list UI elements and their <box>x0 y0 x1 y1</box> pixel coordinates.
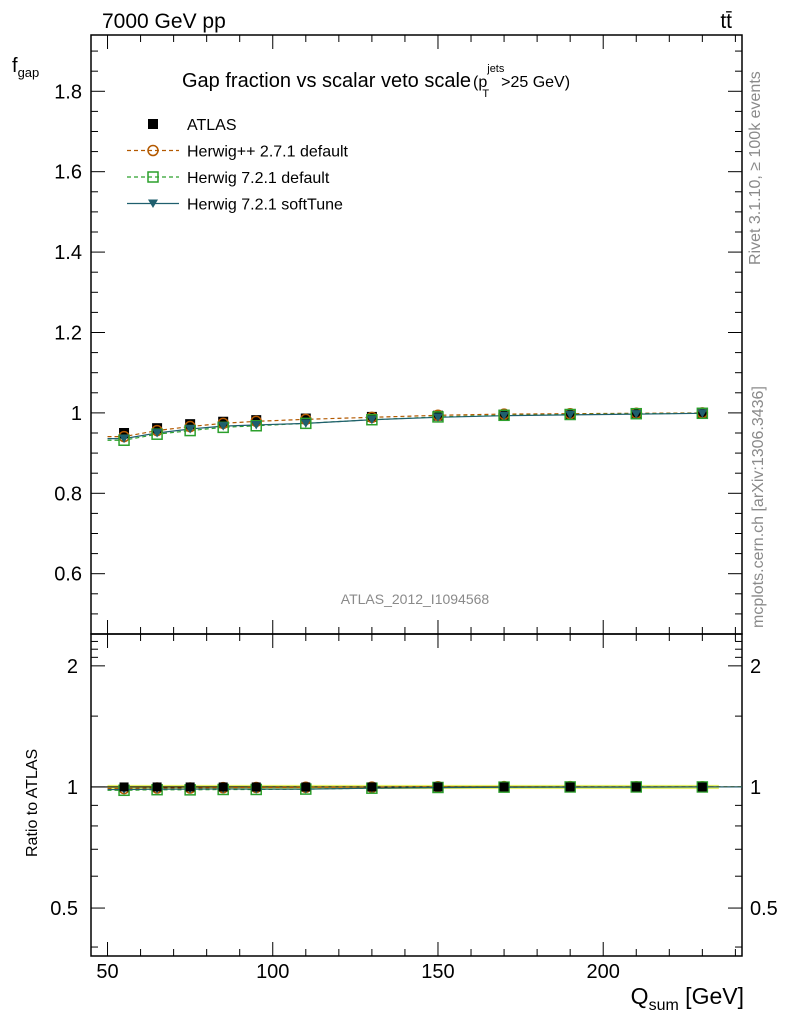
data-point-herwig-7-2-1-softtune <box>300 419 311 428</box>
data-point-herwig-7-2-1-softtune <box>432 413 443 422</box>
ratio-point-atlas <box>152 782 162 792</box>
ratio-line-herwig-7-2-1-softtune <box>107 786 742 791</box>
ratio-y-tick-label: 0.5 <box>50 898 78 920</box>
y-tick-label: 1.6 <box>54 162 82 184</box>
data-point-herwig-7-2-1-default <box>696 407 709 420</box>
data-point-herwig-7-2-1-default <box>630 407 643 420</box>
ratio-point-atlas <box>251 782 261 792</box>
ratio-y-axis-label: Ratio to ATLAS <box>24 749 41 857</box>
data-point-herwig-7-2-1-default <box>366 413 378 426</box>
ratio-y-tick-label-right: 2 <box>750 656 761 678</box>
legend-marker-atlas <box>148 119 158 129</box>
legend-label-herwig-7-2-1-default: Herwig 7.2.1 default <box>187 170 330 187</box>
data-point-atlas <box>152 423 163 434</box>
ratio-layer <box>91 780 742 797</box>
y-tick-label: 0.8 <box>54 483 82 505</box>
data-point-herwig-7-2-1-softtune <box>565 410 576 420</box>
series-line-herwig-7-2-1-default <box>107 412 703 441</box>
x-tick-label: 200 <box>587 961 620 983</box>
ratio-y-tick-label-right: 0.5 <box>750 898 778 920</box>
ratio-panel-frame <box>90 633 743 957</box>
legend-label-herwig-7-2-1-softtune: Herwig 7.2.1 softTune <box>187 197 343 214</box>
legend-marker-herwig-2-7-1-default <box>147 144 159 157</box>
x-tick-label: 100 <box>256 961 289 983</box>
y-tick-label: 1.2 <box>54 322 82 344</box>
data-point-herwig-7-2-1-default <box>250 420 262 432</box>
y-tick-label: 0.6 <box>54 564 82 586</box>
ratio-point-atlas <box>367 782 377 792</box>
legend: ATLAS Herwig++ 2.7.1 default Herwig 7.2.1 … <box>127 117 349 214</box>
legend-marker-herwig-7-2-1-softtune <box>148 199 158 208</box>
data-point-atlas <box>119 427 130 438</box>
y-tick-label: 1.8 <box>54 81 82 103</box>
x-tick-label: 50 <box>96 961 118 983</box>
process-label: tt̄ <box>720 10 732 33</box>
data-point-herwig-7-2-1-softtune <box>697 409 708 418</box>
y-tick-label: 1.4 <box>54 242 82 264</box>
data-point-herwig-7-2-1-softtune <box>366 415 377 425</box>
ratio-point-atlas <box>433 782 443 792</box>
rivet-version-label: Rivet 3.1.10, ≥ 100k events <box>747 71 764 265</box>
data-point-herwig-7-2-1-softtune <box>499 411 510 421</box>
ratio-y-tick-label-right: 1 <box>750 777 761 799</box>
data-point-herwig-7-2-1-softtune <box>251 420 262 430</box>
data-point-herwig-7-2-1-default <box>432 411 444 423</box>
mcplots-label: mcplots.cern.ch [arXiv:1306.3436] <box>750 386 767 628</box>
ratio-point-atlas <box>119 782 129 792</box>
y-axis-label: fgap <box>12 55 39 80</box>
series-line-herwig-2-7-1-default <box>107 412 703 438</box>
chart-title: Gap fraction vs scalar veto scale (pjets T… <box>182 63 570 100</box>
data-point-herwig-7-2-1-default <box>564 408 576 421</box>
data-point-herwig-7-2-1-default <box>300 417 312 430</box>
series-line-herwig-7-2-1-softtune <box>107 412 703 440</box>
ratio-y-tick-label: 1 <box>67 777 78 799</box>
x-axis-label: Qsum [GeV] <box>631 983 744 1014</box>
ratio-point-atlas <box>185 782 195 792</box>
x-tick-label: 150 <box>421 961 454 983</box>
data-point-herwig-7-2-1-softtune <box>152 428 163 438</box>
legend-label-herwig-2-7-1-default: Herwig++ 2.7.1 default <box>187 144 349 161</box>
data-point-herwig-7-2-1-softtune <box>185 424 196 434</box>
ratio-point-atlas <box>301 782 311 792</box>
energy-label: 7000 GeV pp <box>102 10 226 33</box>
data-point-atlas <box>185 419 196 430</box>
axes: 50 100 150 200 0.6 0.8 1 1.2 1.4 1.6 1.8 0.5 0.5 1 1 2 2 <box>50 35 778 983</box>
data-point-herwig-7-2-1-softtune <box>119 434 130 444</box>
y-tick-label: 1 <box>71 403 82 425</box>
ratio-point-atlas <box>565 782 575 792</box>
ratio-point-atlas <box>218 782 228 792</box>
data-point-herwig-7-2-1-softtune <box>631 410 642 419</box>
analysis-watermark: ATLAS_2012_I1094568 <box>341 591 490 607</box>
data-point-herwig-7-2-1-softtune <box>218 422 229 431</box>
legend-label-atlas: ATLAS <box>187 117 237 134</box>
ratio-point-atlas <box>499 782 509 792</box>
legend-marker-herwig-7-2-1-default <box>147 171 159 183</box>
main-layer <box>107 407 709 446</box>
ratio-line-herwig-2-7-1-default <box>107 786 742 790</box>
ratio-point-atlas <box>631 782 641 792</box>
ratio-point-atlas <box>697 782 707 792</box>
data-point-herwig-7-2-1-default <box>498 409 510 422</box>
ratio-y-tick-label: 2 <box>67 656 78 678</box>
